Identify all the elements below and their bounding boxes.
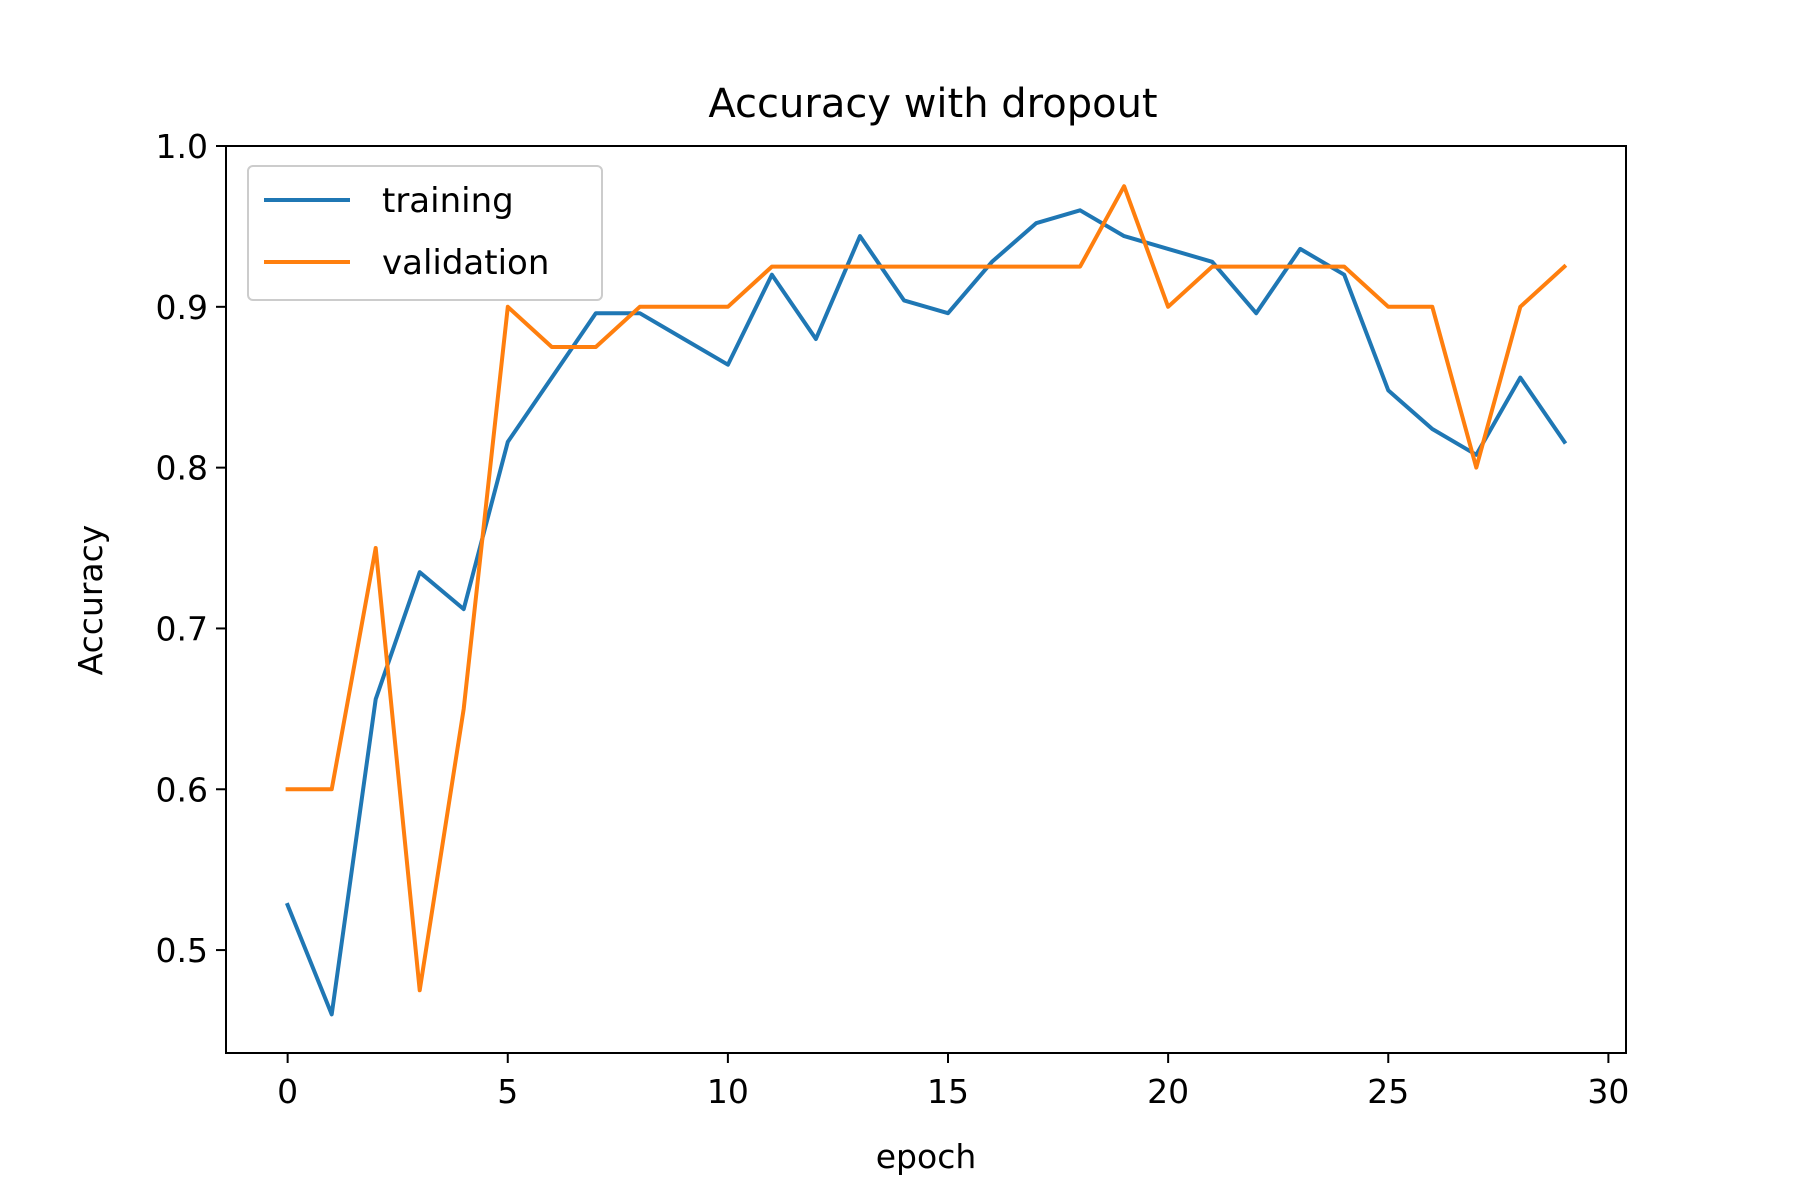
axes-layer: 0 5 10 15 20 25 30 0.5 0.6 0.7 0.8 0.9 1.0 — [156, 127, 1630, 1111]
x-tick-label-6: 30 — [1587, 1072, 1629, 1111]
legend-label-validation: validation — [382, 243, 549, 283]
legend: training validation — [247, 165, 603, 301]
x-tick-label-4: 20 — [1147, 1072, 1189, 1111]
x-axis-label: epoch — [876, 1137, 977, 1176]
y-tick-label-5: 1.0 — [156, 127, 208, 166]
y-tick-label-3: 0.8 — [156, 449, 208, 488]
axes-frame — [225, 145, 1627, 1054]
y-tick-label-1: 0.6 — [156, 770, 208, 809]
series-line-training — [284, 208, 1568, 1017]
y-tick-label-0: 0.5 — [156, 931, 208, 970]
x-tick-label-1: 5 — [497, 1072, 518, 1111]
y-tick-label-2: 0.7 — [156, 609, 208, 648]
x-tick-label-2: 10 — [707, 1072, 749, 1111]
series-line-validation — [285, 184, 1568, 993]
x-tick-label-3: 15 — [927, 1072, 969, 1111]
y-axis-label: Accuracy — [71, 525, 110, 676]
chart-title: Accuracy with dropout — [708, 81, 1157, 127]
x-tick-label-5: 25 — [1367, 1072, 1409, 1111]
legend-label-training: training — [382, 181, 514, 221]
y-tick-label-4: 0.9 — [156, 288, 208, 327]
series-layer — [284, 184, 1568, 1017]
x-tick-label-0: 0 — [277, 1072, 298, 1111]
